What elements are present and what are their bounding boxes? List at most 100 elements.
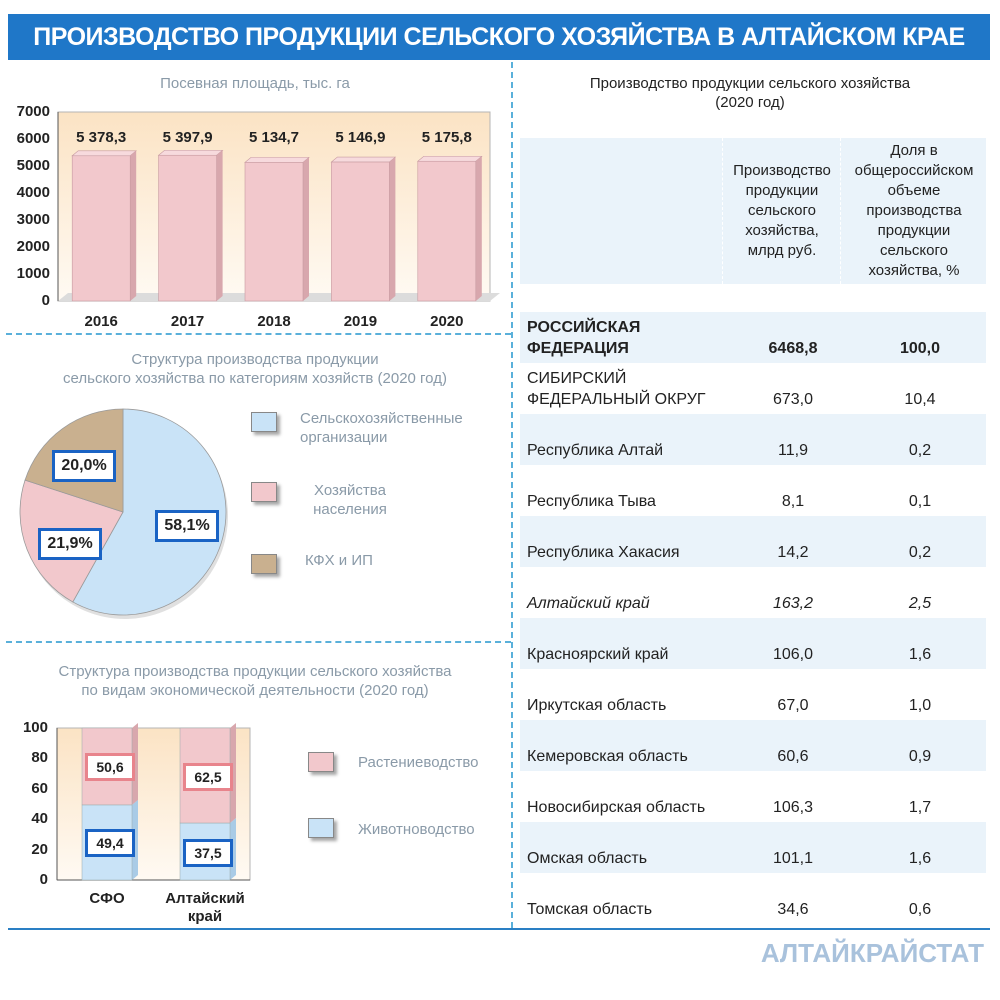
table-cell-value: 34,6 xyxy=(777,901,809,918)
stack-segment-value-label: 50,6 xyxy=(85,753,135,782)
area-category-label: 2020 xyxy=(430,313,464,330)
table-row: Новосибирская область 106,3 1,7 xyxy=(520,771,986,822)
table-cell-share: 0,1 xyxy=(908,493,932,510)
table-cell-share: 10,4 xyxy=(904,391,936,408)
table-cell-share: 1,6 xyxy=(908,646,932,663)
divider-1 xyxy=(6,333,511,335)
area-chart-ytick: 7000 xyxy=(16,103,50,120)
legend-swatch-crops xyxy=(308,752,334,772)
stack-segment-side xyxy=(132,723,138,805)
area-chart-ytick: 1000 xyxy=(16,265,50,282)
table-cell-share: 0,2 xyxy=(908,442,932,459)
legend-swatch-livestock xyxy=(308,818,334,838)
table-row: Иркутская область 67,0 1,0 xyxy=(520,669,986,720)
table-row: Томская область 34,6 0,6 xyxy=(520,873,986,924)
table-cell-value: 6468,8 xyxy=(768,340,818,357)
table-header-value: Производство продукции сельского хозяйст… xyxy=(722,138,841,284)
table-cell-name: Омская область xyxy=(527,850,648,867)
area-chart-ytick: 5000 xyxy=(16,157,50,174)
table-cell-value: 14,2 xyxy=(777,544,809,561)
area-chart-ytick: 2000 xyxy=(16,238,50,255)
legend-label-households: Хозяйства населения xyxy=(313,482,387,518)
area-bar-value-label: 5 175,8 xyxy=(421,129,472,146)
area-bar-top xyxy=(71,150,138,157)
table-cell-value: 8,1 xyxy=(781,493,805,510)
area-bar-side xyxy=(216,150,223,301)
table-cell-share: 1,0 xyxy=(908,697,932,714)
table-cell-name: СИБИРСКИЙ ФЕДЕРАЛЬНЫЙ ОКРУГ xyxy=(527,370,706,408)
divider-2 xyxy=(6,641,511,643)
table-cell-share: 0,9 xyxy=(908,748,932,765)
table-cell-name: Кемеровская область xyxy=(527,748,688,765)
pie-slice-value-label: 21,9% xyxy=(38,528,102,560)
area-bar-top xyxy=(244,157,310,163)
table-header-name xyxy=(520,138,720,284)
table-cell-value: 106,3 xyxy=(772,799,814,816)
stack-chart-ytick: 100 xyxy=(22,719,48,736)
area-bar xyxy=(417,160,477,302)
table-row: Республика Хакасия 14,2 0,2 xyxy=(520,516,986,567)
table-row: Алтайский край 163,2 2,5 xyxy=(520,567,986,618)
table-cell-name: Томская область xyxy=(527,901,653,918)
pie-slice xyxy=(72,408,227,616)
bottom-rule xyxy=(8,928,990,930)
table-cell-name: Республика Хакасия xyxy=(527,544,680,561)
stack-chart-ytick: 60 xyxy=(31,779,48,797)
brand-logo: АЛТАЙКРАЙСТАТ xyxy=(760,938,984,968)
stack-chart-plot xyxy=(56,723,251,881)
legend-swatch-farms xyxy=(251,554,277,574)
table-cell-name: Республика Алтай xyxy=(527,442,664,459)
table-cell-value: 106,0 xyxy=(772,646,814,663)
pie-chart-title: Структура производства продукции сельско… xyxy=(63,351,447,387)
stack-chart-ytick: 20 xyxy=(31,840,48,858)
table-cell-name: Иркутская область xyxy=(527,697,667,714)
legend-label-livestock: Животноводство xyxy=(358,821,475,838)
area-bar-side xyxy=(389,157,396,301)
stack-segment-value-label: 62,5 xyxy=(183,762,233,791)
stack-chart-ytick: 40 xyxy=(31,810,48,828)
table-cell-share: 1,7 xyxy=(908,799,932,816)
table-row: РОССИЙСКАЯ ФЕДЕРАЦИЯ 6468,8 100,0 xyxy=(520,312,986,363)
stack-category-label: СФО xyxy=(89,890,125,907)
table-row: Омская область 101,1 1,6 xyxy=(520,822,986,873)
area-bar xyxy=(244,162,304,302)
table-cell-name: Красноярский край xyxy=(527,646,669,663)
table-header-share: Доля в общероссийском объеме производств… xyxy=(840,138,987,284)
table-row: СИБИРСКИЙ ФЕДЕРАЛЬНЫЙ ОКРУГ 673,0 10,4 xyxy=(520,363,986,414)
area-bar xyxy=(158,154,217,302)
table-cell-share: 0,6 xyxy=(908,901,932,918)
table-cell-value: 60,6 xyxy=(777,748,809,765)
table-cell-value: 11,9 xyxy=(778,442,808,459)
table-row: Республика Тыва 8,1 0,1 xyxy=(520,465,986,516)
area-bar xyxy=(71,155,131,302)
table-cell-name: Алтайский край xyxy=(527,595,650,612)
pie-slice-value-label: 20,0% xyxy=(52,450,116,482)
area-bar-value-label: 5 134,7 xyxy=(248,129,300,146)
area-bar-top xyxy=(330,156,397,163)
area-bar-side xyxy=(475,156,482,301)
table-cell-share: 100,0 xyxy=(899,340,941,357)
area-category-label: 2017 xyxy=(170,313,205,330)
area-chart-plot xyxy=(57,111,500,302)
area-bar-side xyxy=(130,150,137,301)
table-cell-value: 67,0 xyxy=(777,697,809,714)
area-bar-top xyxy=(157,149,224,156)
vertical-divider xyxy=(511,62,513,928)
area-bar xyxy=(331,161,390,302)
stack-chart-title: Структура производства продукции сельско… xyxy=(58,663,452,699)
area-category-label: 2018 xyxy=(257,313,291,330)
legend-label-agri-orgs: Сельскохозяйственные организации xyxy=(300,410,463,446)
area-category-label: 2019 xyxy=(343,313,378,330)
area-chart-title: Посевная площадь, тыс. га xyxy=(160,75,350,92)
area-chart-ytick: 6000 xyxy=(16,130,50,147)
table-row: Республика Алтай 11,9 0,2 xyxy=(520,414,986,465)
table-cell-name: РОССИЙСКАЯ ФЕДЕРАЦИЯ xyxy=(527,319,641,357)
stack-segment-value-label: 37,5 xyxy=(183,838,233,867)
legend-label-farms: КФХ и ИП xyxy=(305,552,373,569)
area-chart-ytick: 0 xyxy=(41,292,50,309)
table-row: Кемеровская область 60,6 0,9 xyxy=(520,720,986,771)
table-title: Производство продукции сельского хозяйст… xyxy=(589,75,911,111)
stack-segment-side xyxy=(132,799,138,880)
table-cell-share: 1,6 xyxy=(908,850,932,867)
area-category-label: 2016 xyxy=(84,313,118,330)
